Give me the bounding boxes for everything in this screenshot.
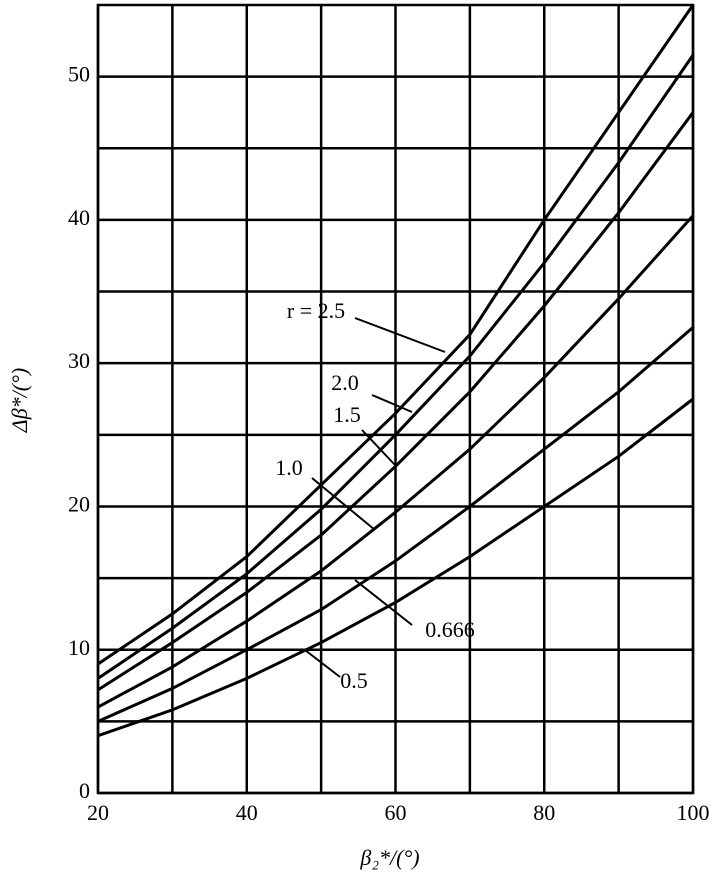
x-tick-label: 80: [533, 800, 555, 825]
line-series: [97, 326, 694, 723]
series-label: 0.666: [425, 617, 475, 642]
series-label: 1.0: [275, 455, 303, 480]
series-label: 2.0: [331, 370, 359, 395]
x-tick-label: 20: [87, 800, 109, 825]
leader-line: [311, 477, 376, 531]
y-axis-label: Δβ*/(°): [7, 368, 32, 433]
y-tick-label: 0: [79, 778, 90, 803]
leader-line: [371, 394, 413, 413]
leader-line: [354, 317, 446, 353]
x-tick-label: 60: [385, 800, 407, 825]
series-label: 0.5: [340, 668, 368, 693]
line-series: [97, 54, 695, 680]
line-series: [97, 111, 695, 692]
y-tick-label: 50: [68, 62, 90, 87]
x-axis-label: β₂*/(°): [359, 845, 419, 870]
x-tick-label: 100: [677, 800, 710, 825]
y-tick-label: 10: [68, 635, 90, 660]
leader-line: [304, 649, 341, 678]
line-series: [97, 214, 695, 709]
leader-line: [361, 429, 396, 466]
line-series: [97, 397, 694, 738]
y-tick-label: 20: [68, 492, 90, 517]
x-tick-label: 40: [236, 800, 258, 825]
y-tick-label: 30: [68, 348, 90, 373]
series-label: r = 2.5: [287, 298, 345, 323]
leader-line: [354, 579, 413, 626]
series-label: 1.5: [333, 402, 361, 427]
line-series: [97, 4, 695, 666]
y-tick-label: 40: [68, 205, 90, 230]
